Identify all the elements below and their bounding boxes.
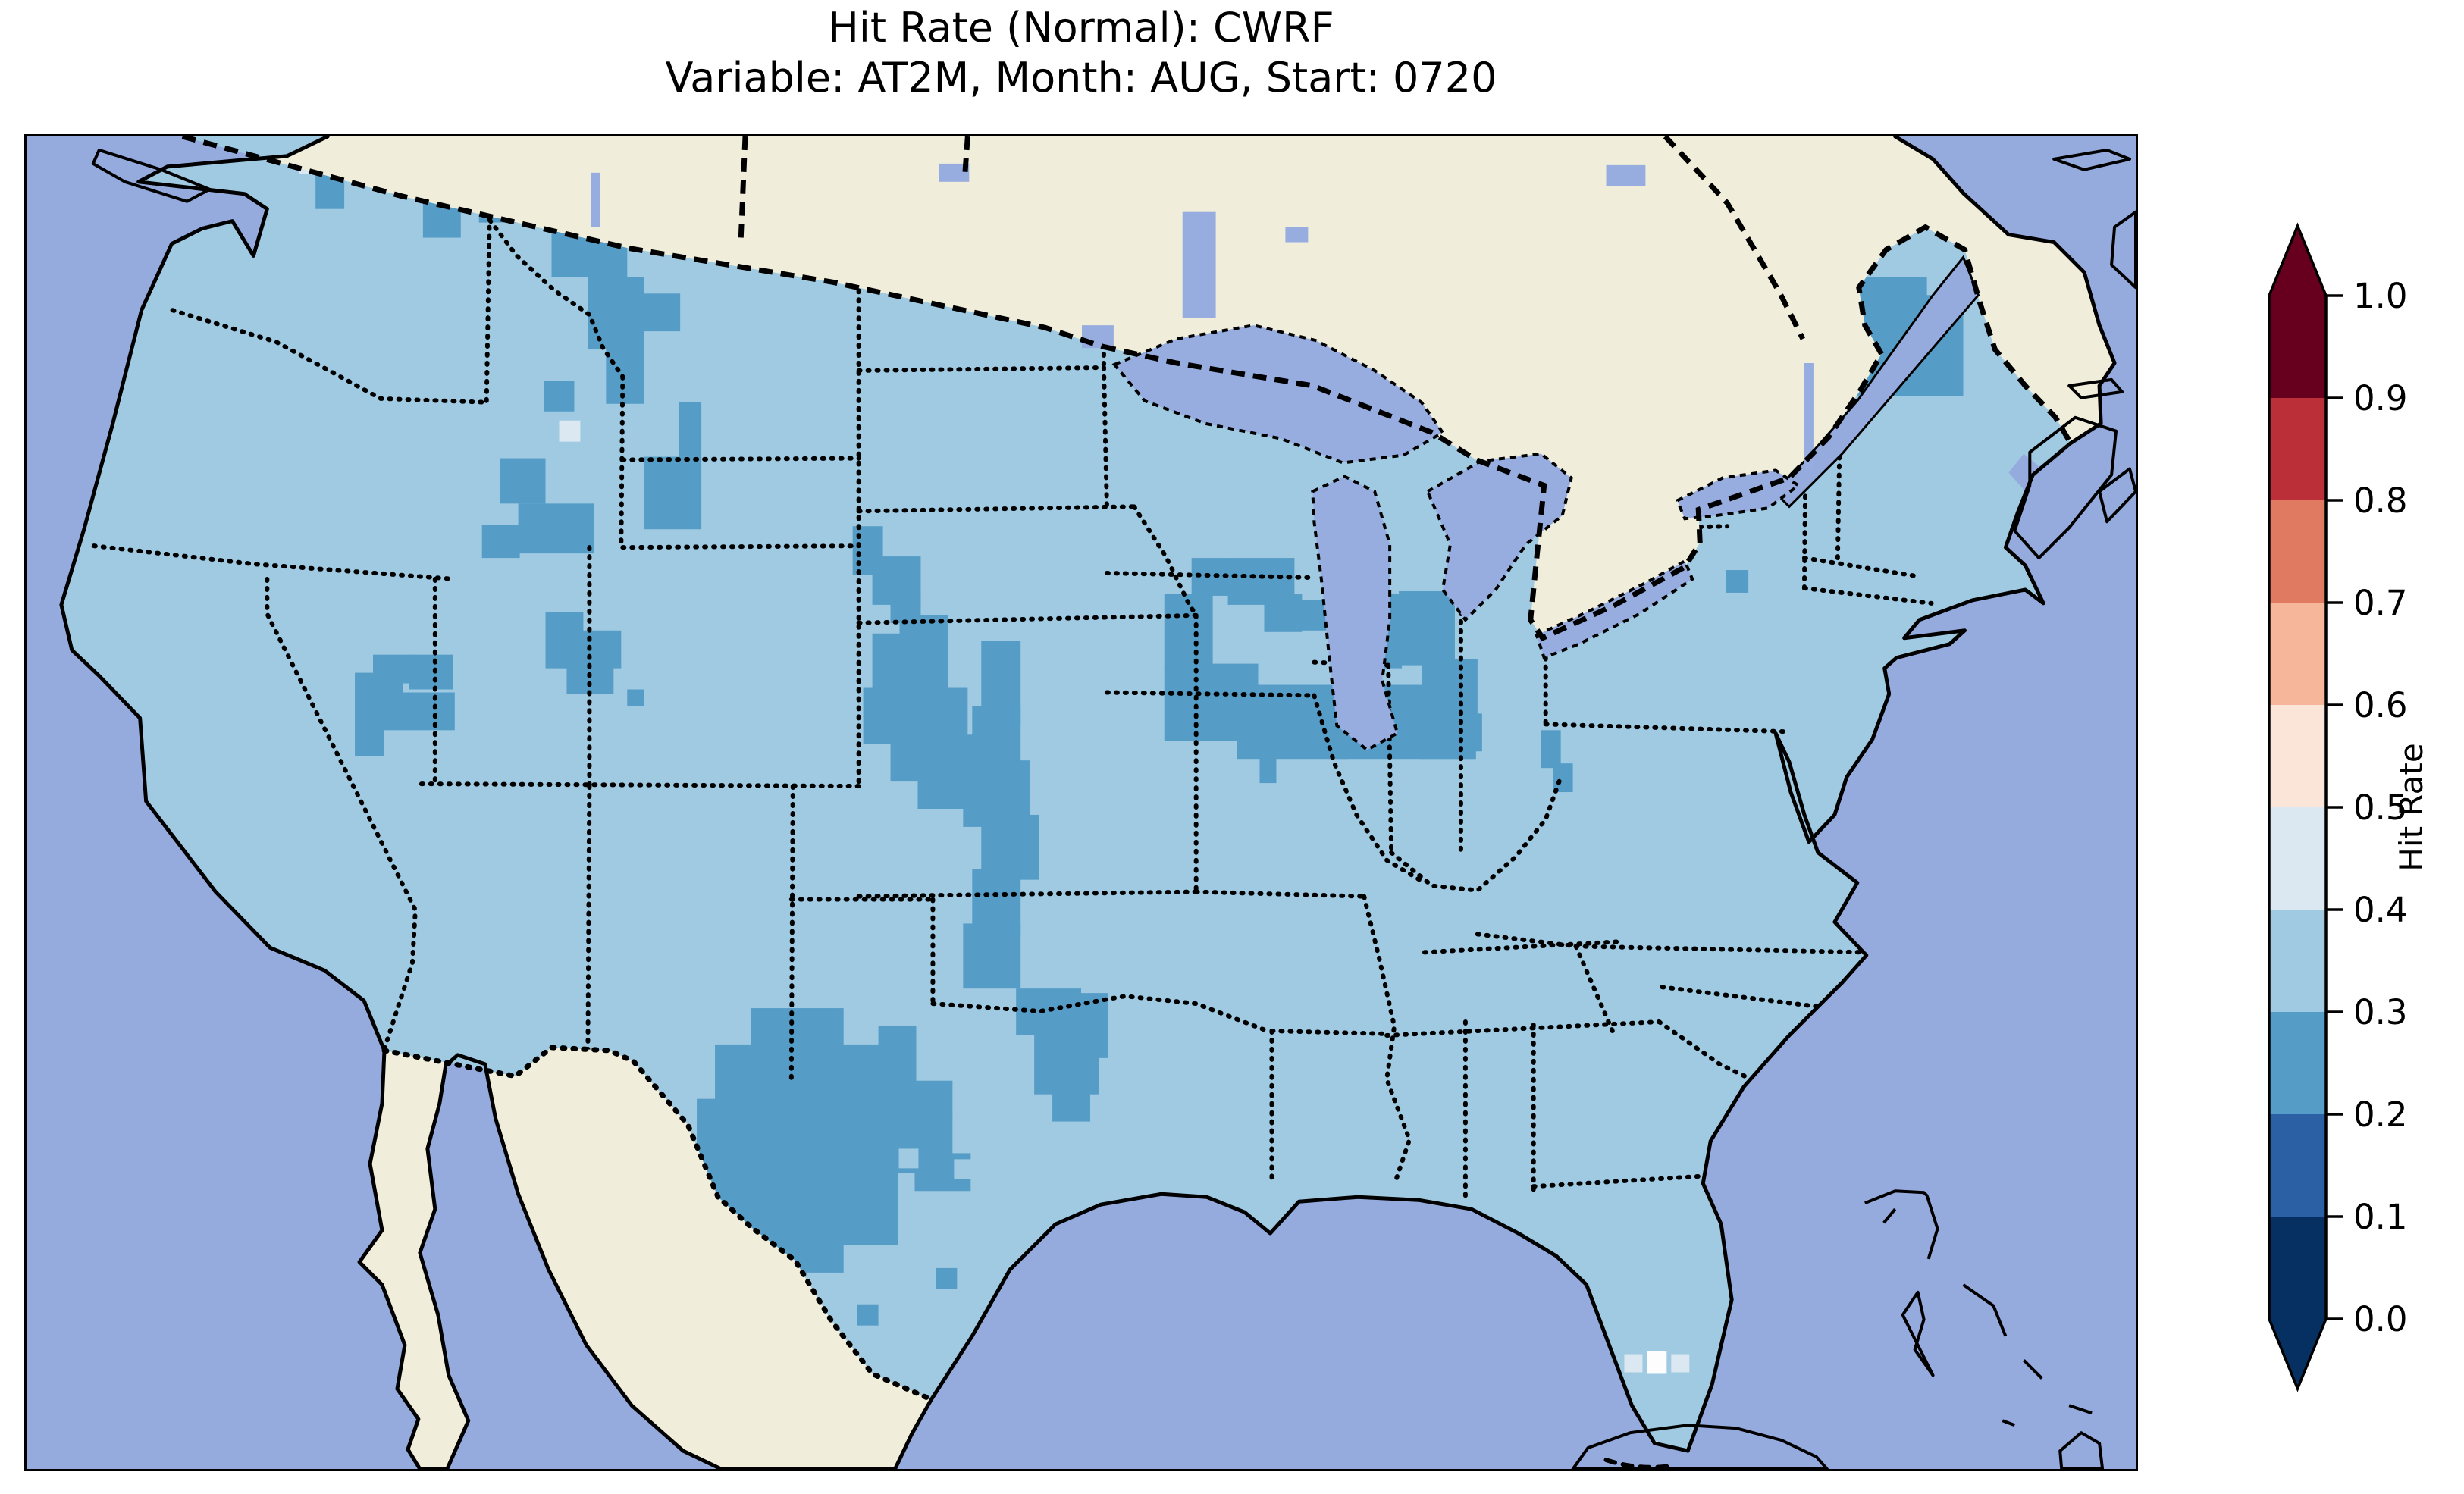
title-line-1: Hit Rate (Normal): CWRF — [24, 3, 2138, 53]
lake-winnipeg — [1183, 212, 1216, 318]
map-panel — [24, 134, 2138, 1471]
svg-text:0.1: 0.1 — [2353, 1197, 2408, 1237]
svg-text:0.2: 0.2 — [2353, 1095, 2408, 1135]
svg-text:0.4: 0.4 — [2353, 890, 2408, 930]
lake-of-the-woods — [1082, 325, 1114, 348]
canada-lake-1 — [1607, 165, 1646, 186]
svg-text:0.3: 0.3 — [2353, 992, 2408, 1032]
offshore-cells-near-0.5 — [1647, 1351, 1666, 1374]
svg-text:0.7: 0.7 — [2353, 583, 2408, 623]
colorbar: 0.00.10.20.30.40.50.60.70.80.91.0 Hit Ra… — [2241, 214, 2464, 1419]
colorbar-svg: 0.00.10.20.30.40.50.60.70.80.91.0 Hit Ra… — [2241, 214, 2464, 1419]
title-line-2: Variable: AT2M, Month: AUG, Start: 0720 — [24, 53, 2138, 103]
canada-lake-3 — [1285, 227, 1308, 243]
svg-text:0.8: 0.8 — [2353, 481, 2408, 521]
figure-title: Hit Rate (Normal): CWRF Variable: AT2M, … — [24, 3, 2138, 103]
svg-text:1.0: 1.0 — [2353, 276, 2408, 316]
conus-hit-rate-map — [27, 136, 2136, 1469]
canada-river — [591, 173, 600, 227]
svg-text:0.6: 0.6 — [2353, 685, 2408, 725]
colorbar-bins — [2269, 226, 2326, 1389]
colorbar-axis-label: Hit Rate — [2393, 743, 2430, 871]
svg-text:0.9: 0.9 — [2353, 378, 2408, 418]
svg-text:0.0: 0.0 — [2353, 1299, 2408, 1339]
